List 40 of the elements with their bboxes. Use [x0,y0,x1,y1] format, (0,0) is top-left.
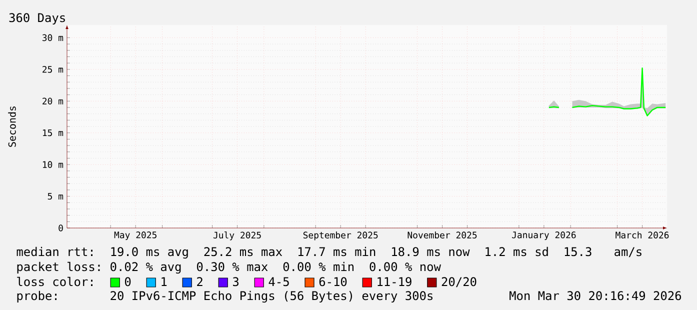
text: 19.0 ms avg [111,247,188,259]
legend-label: 1 [162,277,167,286]
legend-label: 6-10 [319,277,347,286]
chart-title: 360 Days [9,13,65,24]
legend-label: 0 [124,277,131,286]
text: 0.00 % min [283,262,354,272]
y-tick-label: 25 m [42,66,64,73]
text: 20 IPv6-ICMP Echo Pings (56 Bytes) every 300s [110,290,432,303]
text: packet loss: [17,262,100,274]
text: 18.9 ms now [392,247,470,256]
x-tick-label: January 2026 [512,232,576,240]
text: 15.3 [564,247,592,256]
x-tick-label: May 2025 [114,232,156,240]
text: probe: [17,290,57,302]
text: Mon Mar 30 20:16:49 2026 [510,291,682,300]
text: 17.7 ms min [298,246,376,256]
text: am/s [614,247,642,258]
y-tick-label: 10 m [42,161,64,168]
legend-label: 4-5 [268,277,289,286]
x-tick-label: March 2026 [616,232,669,238]
text: median rtt: [16,246,92,256]
text: 0.02 % avg [110,262,181,274]
y-tick-label: 15 m [42,130,64,136]
y-tick-label: 20 m [42,98,64,105]
text: 25.2 ms max [204,247,282,256]
legend-label: 11-19 [378,277,412,286]
x-tick-label: September 2025 [303,232,378,240]
legend-label: 2 [197,277,202,286]
text: 1.2 ms sd [486,246,548,256]
text: 0.00 % now [370,262,441,272]
x-tick-label: November 2025 [408,232,477,238]
legend-label: 20/20 [442,277,476,288]
legend-label: 3 [233,277,238,286]
y-tick-label: 5 m [48,192,64,200]
x-tick-label: July 2025 [213,232,261,240]
y-tick-label: 0 [58,224,63,232]
y-axis-title: Seconds [8,106,16,147]
text: 0.30 % max [196,262,268,272]
text: loss color: [17,276,92,286]
y-tick-label: 30 m [42,34,64,42]
